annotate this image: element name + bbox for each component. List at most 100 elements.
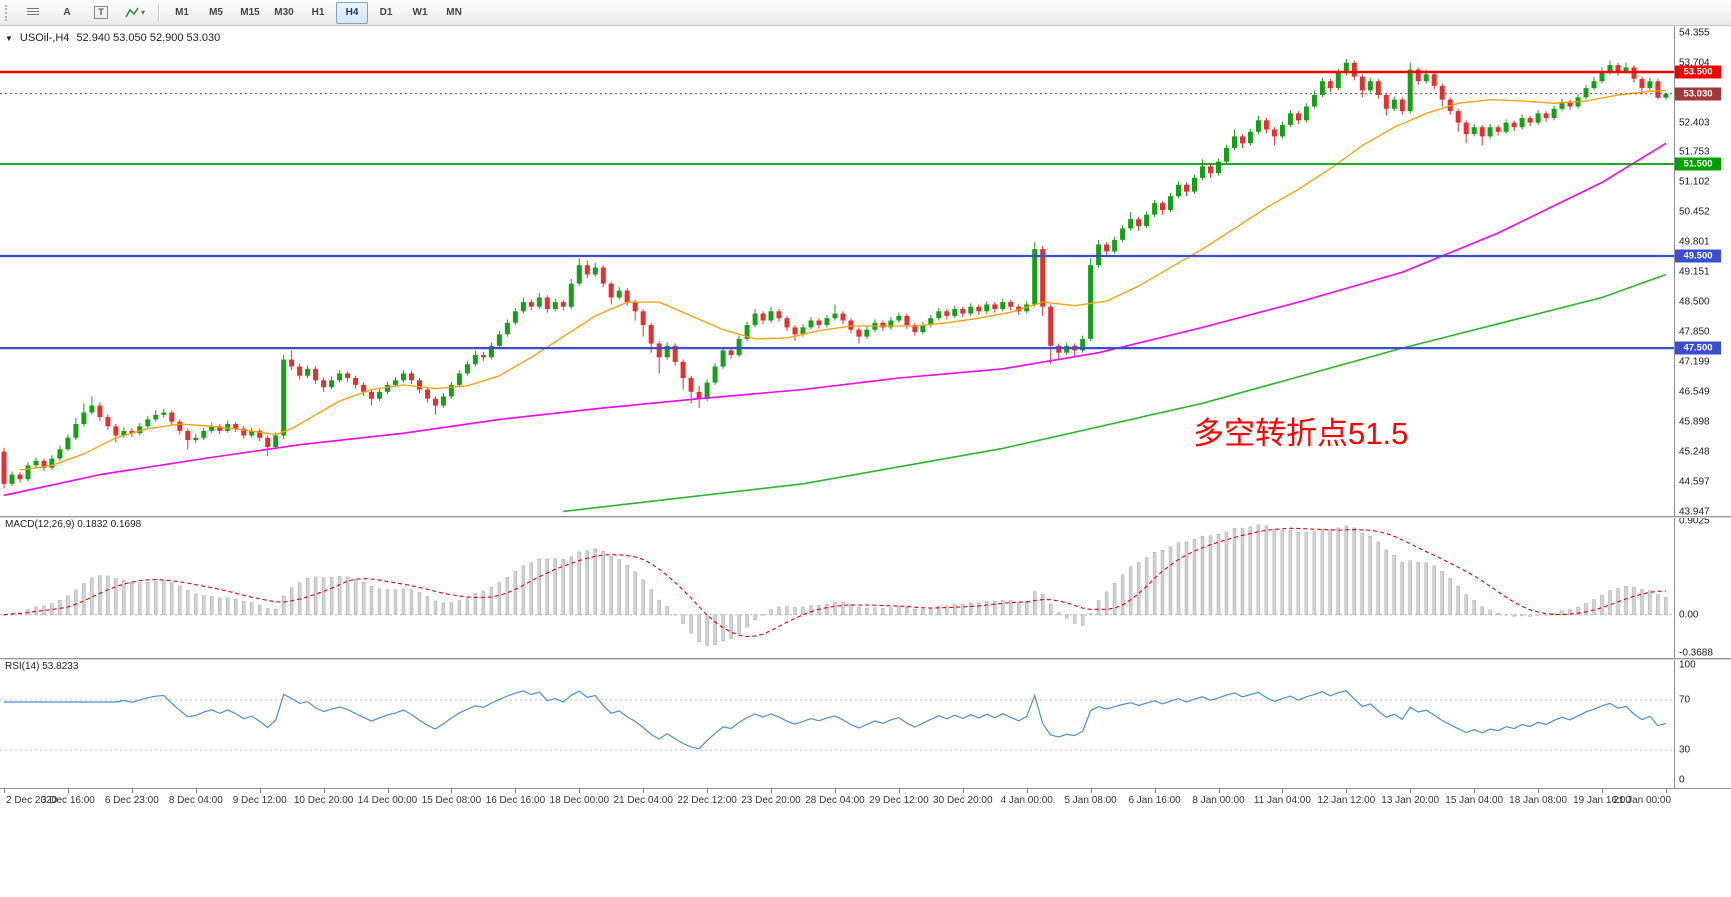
time-axis-label: 8 Dec 04:00 — [168, 795, 223, 806]
price-axis-tick: 51.753 — [1679, 146, 1710, 158]
time-axis-label: 15 Dec 08:00 — [421, 795, 482, 806]
macd-panel[interactable]: MACD(12,26,9) 0.1832 0.1698 — [0, 516, 1674, 658]
price-axis-tick: 45.898 — [1679, 416, 1710, 428]
chevron-down-icon: ▾ — [141, 8, 146, 17]
macd-label: MACD(12,26,9) 0.1832 0.1698 — [5, 519, 142, 530]
time-axis-tick — [835, 789, 836, 793]
chart-annotation-text: 多空转折点51.5 — [1193, 416, 1409, 451]
price-axis-tick: 49.151 — [1679, 266, 1710, 278]
toolbar: A T ▾ M1 M5 M15 M30 H1 H4 D1 W1 MN — [0, 0, 1731, 26]
time-axis-label: 29 Dec 12:00 — [869, 795, 929, 806]
rsi-axis-tick: 30 — [1679, 744, 1691, 756]
price-axis-tick: 45.248 — [1679, 446, 1710, 458]
rsi-axis-tick: 0 — [1679, 774, 1685, 786]
time-axis-tick — [131, 789, 133, 793]
time-axis-tick — [771, 789, 772, 793]
time-axis-tick — [1026, 789, 1028, 793]
timeframe-button-m1[interactable]: M1 — [175, 7, 189, 18]
timeframe-button-h4[interactable]: H4 — [336, 1, 369, 24]
time-axis-tick — [67, 789, 69, 793]
time-axis-tick — [1346, 789, 1348, 793]
timeframe-button-mn[interactable]: MN — [446, 7, 462, 18]
list-icon — [27, 8, 39, 17]
panel-resize-separator[interactable] — [0, 658, 1731, 660]
price-axis-tick: 51.102 — [1679, 176, 1710, 188]
cursor-tool-label: A — [63, 7, 71, 18]
chart-list-button[interactable] — [17, 2, 49, 24]
ohlc-values: 52.940 53.050 52.900 53.030 — [76, 32, 221, 44]
chart-title: ▼ USOil-,H4 52.940 53.050 52.900 53.030 — [5, 32, 220, 44]
panel-resize-separator[interactable] — [0, 516, 1731, 518]
price-scale-rsi[interactable]: 100 70 30 0 — [1675, 658, 1731, 788]
text-tool-button[interactable]: T — [85, 2, 117, 24]
time-axis-label: 18 Jan 08:00 — [1509, 795, 1568, 806]
price-scale-main[interactable]: 54.35553.70453.05452.40351.75351.10250.4… — [1675, 26, 1731, 517]
toolbar-separator — [158, 3, 160, 22]
time-axis-label: 12 Jan 12:00 — [1317, 795, 1376, 806]
price-axis-tick: 48.500 — [1679, 296, 1710, 308]
time-axis-label: 11 Jan 04:00 — [1253, 795, 1311, 806]
time-axis-label: 5 Jan 08:00 — [1064, 795, 1117, 806]
time-axis-label: 23 Dec 20:00 — [741, 795, 801, 806]
time-axis-label: 6 Dec 23:00 — [104, 795, 159, 806]
timeframe-button-d1[interactable]: D1 — [379, 7, 393, 18]
timeframe-button-m30[interactable]: M30 — [274, 7, 294, 18]
time-axis-label: 10 Dec 20:00 — [293, 795, 354, 806]
one-click-trading-arrow[interactable]: ▼ — [5, 33, 13, 43]
indicator-zigzag-icon — [125, 7, 139, 17]
macd-canvas[interactable] — [0, 516, 1674, 658]
price-badge: 53.030 — [1675, 87, 1721, 101]
price-axis-tick: 46.549 — [1679, 386, 1710, 398]
time-axis-tick — [1154, 789, 1156, 793]
time-axis-label: 13 Jan 20:00 — [1381, 795, 1440, 806]
time-axis-tick — [195, 789, 197, 793]
price-axis-tick: 53.704 — [1679, 57, 1710, 69]
price-axis-tick: 47.199 — [1679, 356, 1710, 368]
time-axis-label: 6 Jan 16:00 — [1128, 795, 1181, 806]
timeframe-button-m5[interactable]: M5 — [209, 7, 223, 18]
price-chart-canvas[interactable] — [0, 26, 1674, 516]
time-axis-tick — [1090, 789, 1092, 793]
timeframe-button-h1[interactable]: H1 — [311, 7, 325, 18]
price-chart[interactable]: ▼ USOil-,H4 52.940 53.050 52.900 53.030 … — [0, 26, 1674, 516]
price-badge: 47.500 — [1675, 341, 1721, 355]
timeframe-button-w1[interactable]: W1 — [412, 7, 428, 18]
timeframe-button-m15[interactable]: M15 — [240, 7, 260, 18]
time-axis-label: 9 Dec 12:00 — [232, 795, 287, 806]
time-axis-tick — [1665, 789, 1667, 793]
time-axis-tick — [1218, 789, 1220, 793]
time-axis-label: 4 Jan 00:00 — [1000, 795, 1053, 806]
price-badge: 49.500 — [1675, 249, 1721, 263]
time-axis-tick — [4, 789, 5, 793]
time-axis-tick — [1474, 789, 1476, 793]
text-tool-icon: T — [94, 6, 108, 19]
time-axis-tick — [1410, 789, 1412, 793]
price-scale-macd[interactable]: 0.9025 0.00 -0.3688 — [1675, 516, 1731, 659]
time-axis-label: 3 Dec 16:00 — [40, 795, 95, 806]
macd-axis-tick: 0.00 — [1679, 609, 1699, 621]
rsi-canvas[interactable] — [0, 658, 1674, 788]
time-axis-tick — [451, 789, 453, 793]
time-axis-label: 18 Dec 00:00 — [549, 795, 610, 806]
time-axis-label: 8 Jan 00:00 — [1192, 795, 1245, 806]
time-axis-tick — [1282, 789, 1284, 793]
indicators-button[interactable]: ▾ — [119, 2, 151, 24]
time-axis-label: 2 Dec 2020 — [6, 795, 58, 806]
time-axis-label: 14 Dec 00:00 — [357, 795, 418, 806]
time-axis-tick — [707, 789, 709, 793]
timeframe-group: M1 M5 M15 M30 H1 H4 D1 W1 MN — [166, 1, 470, 24]
toolbar-drag-handle[interactable] — [5, 4, 11, 21]
price-axis-tick: 54.355 — [1679, 27, 1710, 39]
price-axis-tick: 52.403 — [1679, 117, 1710, 128]
price-axis-tick: 47.850 — [1679, 326, 1710, 338]
time-axis-label: 21 Dec 04:00 — [613, 795, 673, 806]
time-axis-label: 30 Dec 20:00 — [933, 795, 993, 806]
price-scale[interactable]: 54.35553.70453.05452.40351.75351.10250.4… — [1674, 26, 1731, 816]
rsi-panel[interactable]: RSI(14) 53.8233 — [0, 658, 1674, 788]
time-axis-tick — [643, 789, 645, 793]
cursor-tool-button[interactable]: A — [51, 2, 83, 24]
time-axis-tick — [1538, 789, 1540, 793]
time-axis-tick — [387, 789, 389, 793]
price-axis-tick: 43.947 — [1679, 506, 1710, 517]
time-scale[interactable]: 2 Dec 2020 3 Dec 16:00 6 Dec 23:00 8 Dec 04… — [0, 788, 1731, 816]
